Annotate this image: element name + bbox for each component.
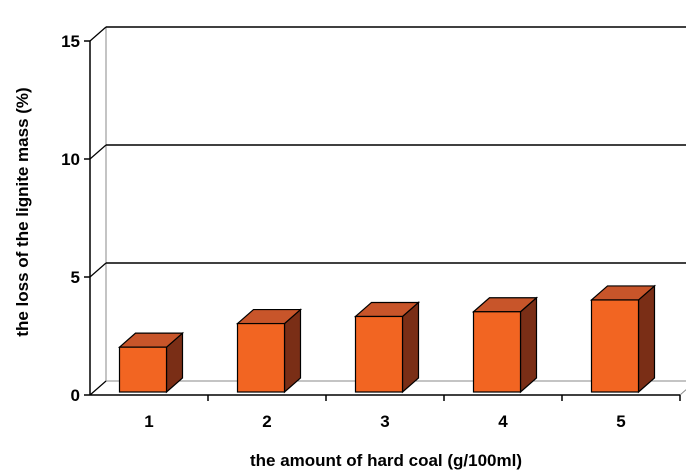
bar-front	[236, 322, 286, 393]
x-tick-label: 2	[262, 412, 271, 431]
gridline-depth	[89, 380, 107, 396]
y-tick-label: 0	[71, 386, 80, 405]
y-tick-label: 10	[61, 150, 80, 169]
y-tick-labels: 0 5 10 15	[61, 32, 80, 405]
bar-side	[401, 301, 420, 394]
x-tick-label: 5	[616, 412, 625, 431]
bar-side	[519, 296, 538, 394]
x-tick-labels: 1 2 3 4 5	[144, 412, 625, 431]
bar-4	[471, 296, 539, 394]
bar-front	[590, 299, 640, 393]
bar-3	[353, 301, 421, 394]
y-axis-label: the loss of the lignite mass (%)	[13, 87, 32, 336]
x-tick-label: 1	[144, 412, 153, 431]
x-tick-label: 4	[498, 412, 508, 431]
bar-side	[637, 284, 656, 394]
y-tick-label: 15	[61, 32, 80, 51]
x-tick-label: 3	[380, 412, 389, 431]
axes	[84, 40, 681, 401]
bar-front	[472, 311, 522, 393]
gridline-depth	[89, 144, 107, 160]
bar-front	[354, 315, 404, 393]
y-tick-label: 5	[71, 268, 80, 287]
bar-5	[589, 284, 657, 394]
bar-2	[235, 308, 303, 394]
gridline-depth	[89, 262, 107, 278]
bar-front	[118, 346, 168, 393]
x-axis-label: the amount of hard coal (g/100ml)	[250, 451, 522, 470]
gridlines	[89, 26, 686, 396]
gridline-depth	[89, 26, 107, 42]
bar-1	[117, 331, 185, 394]
bars	[117, 284, 657, 394]
